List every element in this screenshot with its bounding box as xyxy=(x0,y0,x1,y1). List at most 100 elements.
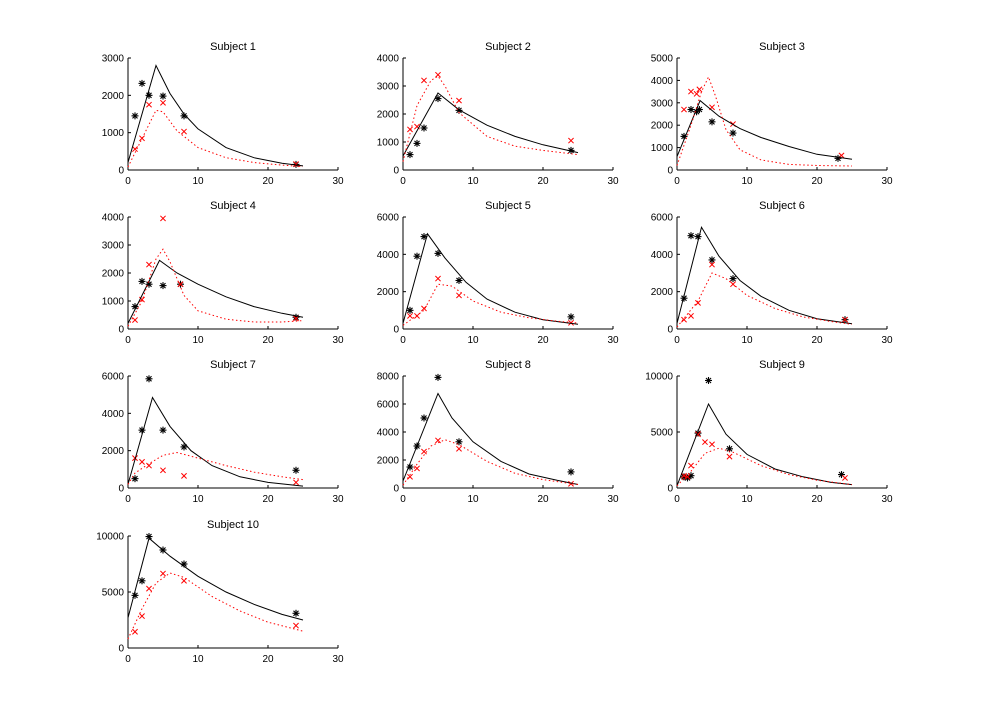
observed-star-marker xyxy=(131,112,139,120)
y-tick-label: 2000 xyxy=(102,91,125,102)
x-tick-label: 30 xyxy=(332,335,344,346)
observed-star-marker xyxy=(708,256,716,264)
x-tick-label: 20 xyxy=(262,494,274,505)
observed-cross-marker xyxy=(160,99,166,106)
y-tick-label: 0 xyxy=(118,484,124,495)
observed-cross-marker xyxy=(139,613,145,620)
observed-star-marker xyxy=(729,129,737,137)
x-tick-label: 10 xyxy=(192,654,204,665)
subplot-6: Subject 6 0 10 20 30 0 2000 4000 6000 xyxy=(651,200,893,346)
y-tick-label: 2000 xyxy=(377,456,400,467)
observed-star-marker xyxy=(145,375,153,383)
observed-cross-marker xyxy=(456,445,462,452)
observed-star-marker xyxy=(434,95,442,103)
subplot-5: Subject 5 0 10 20 30 0 2000 4000 6000 xyxy=(377,200,619,346)
x-tick-label: 30 xyxy=(607,176,619,187)
y-tick-label: 3000 xyxy=(651,98,674,109)
observed-cross-marker xyxy=(681,106,687,113)
y-tick-label: 4000 xyxy=(651,250,674,261)
subplot-title: Subject 4 xyxy=(210,200,256,212)
observed-star-marker xyxy=(420,124,428,132)
y-tick-label: 6000 xyxy=(102,372,125,383)
x-tick-label: 10 xyxy=(741,335,753,346)
observed-cross-marker xyxy=(177,281,184,288)
observed-cross-marker xyxy=(160,570,166,577)
y-tick-label: 1000 xyxy=(651,143,674,154)
x-tick-label: 0 xyxy=(400,494,406,505)
observed-star-marker xyxy=(687,472,695,480)
model-fit-dotted-line xyxy=(402,439,579,486)
y-tick-label: 6000 xyxy=(377,400,400,411)
x-tick-label: 30 xyxy=(607,494,619,505)
observed-star-marker xyxy=(567,468,575,476)
observed-star-marker xyxy=(159,426,167,434)
observed-star-marker xyxy=(434,249,442,257)
x-tick-label: 20 xyxy=(262,176,274,187)
model-fit-line xyxy=(402,232,579,325)
subplot-1: Subject 1 0 10 20 30 0 1000 2000 3000 xyxy=(102,41,344,187)
observed-cross-marker xyxy=(709,261,715,268)
y-tick-label: 0 xyxy=(118,166,124,177)
observed-cross-marker xyxy=(726,453,733,460)
model-fit-line xyxy=(402,392,579,485)
x-tick-label: 10 xyxy=(192,176,204,187)
model-fit-dotted-line xyxy=(676,447,853,487)
x-tick-label: 20 xyxy=(537,176,549,187)
y-tick-label: 3000 xyxy=(377,82,400,93)
y-tick-label: 1000 xyxy=(377,138,400,149)
observed-cross-marker xyxy=(435,437,441,444)
x-tick-label: 30 xyxy=(332,176,344,187)
y-tick-label: 0 xyxy=(393,325,399,336)
observed-cross-marker xyxy=(702,439,708,446)
observed-star-marker xyxy=(434,373,442,381)
observed-cross-marker xyxy=(842,474,848,481)
subplot-9: Subject 9 0 10 20 30 0 5000 10000 xyxy=(645,359,893,505)
x-tick-label: 0 xyxy=(400,176,406,187)
observed-cross-marker xyxy=(132,317,138,323)
y-tick-label: 0 xyxy=(393,166,399,177)
y-tick-label: 0 xyxy=(118,325,124,336)
subplot-title: Subject 3 xyxy=(759,41,805,53)
y-tick-label: 1000 xyxy=(102,297,125,308)
x-tick-label: 30 xyxy=(332,654,344,665)
observed-cross-marker xyxy=(407,473,413,480)
x-tick-label: 20 xyxy=(262,654,274,665)
observed-cross-marker xyxy=(160,467,166,474)
observed-cross-marker xyxy=(456,292,462,299)
observed-cross-marker xyxy=(139,135,145,142)
model-fit-line xyxy=(127,64,304,167)
observed-star-marker xyxy=(567,146,575,154)
x-tick-label: 30 xyxy=(881,335,893,346)
observed-star-marker xyxy=(406,306,414,314)
observed-star-marker xyxy=(695,106,703,114)
x-tick-label: 20 xyxy=(811,494,823,505)
subplot-title: Subject 6 xyxy=(759,200,805,212)
x-tick-label: 0 xyxy=(125,335,131,346)
observed-cross-marker xyxy=(568,137,574,144)
observed-star-marker xyxy=(131,475,139,483)
subplot-10: Subject 10 0 10 20 30 0 5000 10000 xyxy=(96,519,344,665)
observed-cross-marker xyxy=(688,88,694,95)
x-tick-label: 0 xyxy=(400,335,406,346)
model-fit-line xyxy=(127,259,304,324)
x-tick-label: 30 xyxy=(332,494,344,505)
y-tick-label: 2000 xyxy=(102,269,125,280)
observed-cross-marker xyxy=(688,462,694,469)
observed-cross-marker xyxy=(435,275,441,282)
observed-cross-marker xyxy=(709,441,715,448)
y-tick-label: 4000 xyxy=(377,54,400,65)
observed-star-marker xyxy=(292,313,300,321)
y-tick-label: 2000 xyxy=(651,121,674,132)
model-fit-dotted-line xyxy=(127,109,304,168)
observed-cross-marker xyxy=(568,480,574,487)
model-fit-dotted-line xyxy=(127,572,304,640)
observed-cross-marker xyxy=(693,90,700,97)
observed-star-marker xyxy=(567,313,575,321)
observed-cross-marker xyxy=(146,261,152,268)
observed-star-marker xyxy=(726,445,733,453)
observed-star-marker xyxy=(292,609,300,617)
observed-star-marker xyxy=(680,294,688,302)
subplot-title: Subject 8 xyxy=(485,359,531,371)
